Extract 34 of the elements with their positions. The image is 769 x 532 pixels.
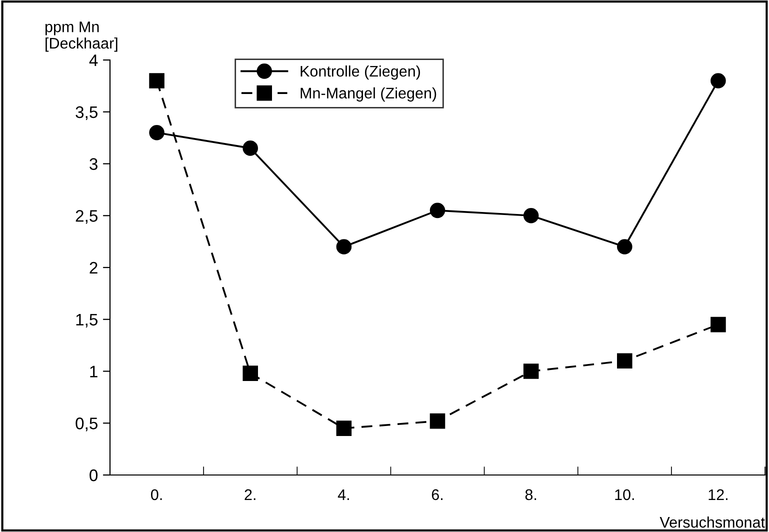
x-tick-label: 12. xyxy=(708,489,728,500)
point xyxy=(523,364,539,379)
y-tick-label: 3,5 xyxy=(76,106,98,120)
point xyxy=(617,353,632,369)
point xyxy=(149,124,164,140)
x-tick-label: 0. xyxy=(151,489,162,500)
x-tick-label: 4. xyxy=(338,489,349,500)
y-tick-label: 1,5 xyxy=(76,314,98,328)
x-tick-label: 6. xyxy=(432,489,442,500)
y-tick-label: 2 xyxy=(90,262,98,274)
point xyxy=(336,239,352,254)
y-tick-label: 1 xyxy=(90,366,98,378)
point xyxy=(710,316,726,332)
point xyxy=(523,208,539,224)
x-axis-title: Versuchsmonat xyxy=(660,516,765,528)
point xyxy=(710,73,726,88)
y-tick-label: 4 xyxy=(89,54,98,66)
y-tick-label: 0,5 xyxy=(76,418,98,432)
y-tick-label: 2,5 xyxy=(76,210,98,224)
point xyxy=(242,140,258,156)
point xyxy=(336,420,352,436)
x-tick-label: 2. xyxy=(244,489,256,500)
point xyxy=(149,73,164,88)
x-tick-label: 10. xyxy=(615,489,634,500)
y-axis-title: ppm Mn [Deckhaar] xyxy=(45,22,118,52)
point xyxy=(617,239,632,254)
y-tick-label: 0 xyxy=(90,469,98,482)
point xyxy=(430,202,446,218)
legend-label: Mn-Mangel (Ziegen) xyxy=(300,87,436,102)
point xyxy=(430,413,446,429)
legend-label: Kontrolle (Ziegen) xyxy=(300,65,420,80)
y-tick-label: 3 xyxy=(90,158,98,170)
point xyxy=(242,366,258,381)
x-tick-label: 8. xyxy=(525,489,536,500)
